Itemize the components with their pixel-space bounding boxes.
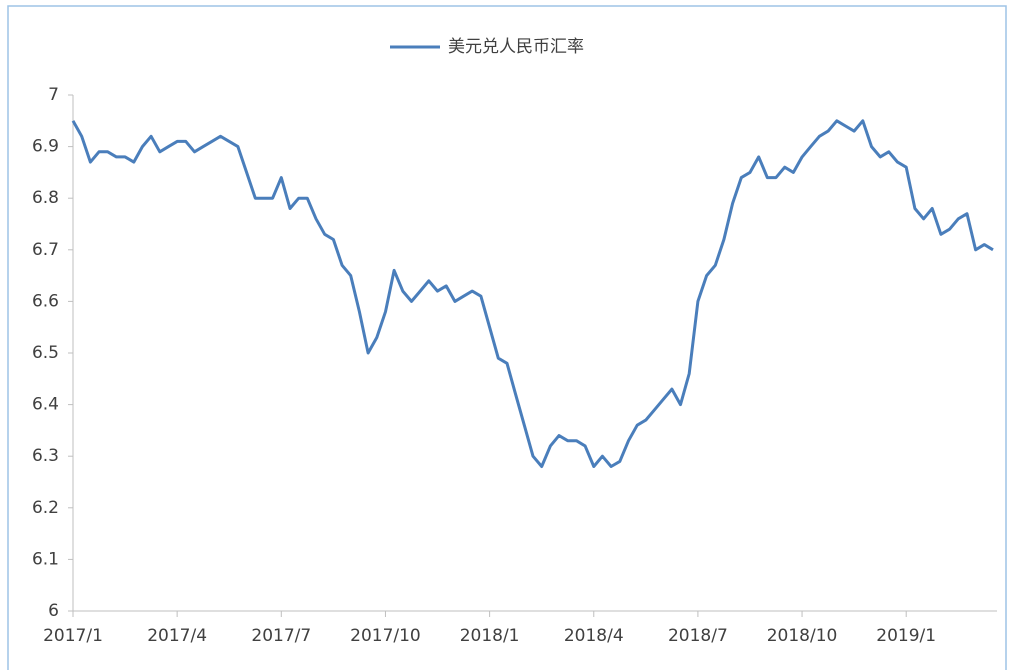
y-tick-label: 6.8	[32, 188, 59, 208]
y-tick-label: 6.1	[32, 549, 59, 569]
x-tick-label: 2017/10	[350, 626, 421, 646]
y-tick-label: 6.4	[32, 395, 59, 415]
x-tick-label: 2017/7	[251, 626, 311, 646]
chart-frame	[7, 5, 1007, 670]
x-tick-label: 2019/1	[876, 626, 936, 646]
y-tick-label: 6.6	[32, 291, 59, 311]
data-line	[71, 119, 994, 468]
y-tick-label: 6	[48, 601, 59, 621]
legend-label: 美元兑人民币汇率	[448, 37, 584, 57]
y-tick-label: 6.9	[32, 137, 59, 157]
x-tick-label: 2018/4	[564, 626, 624, 646]
x-tick-label: 2017/4	[147, 626, 207, 646]
y-tick-label: 7	[48, 85, 59, 105]
x-tick-label: 2018/7	[668, 626, 728, 646]
y-tick-label: 6.2	[32, 498, 59, 518]
x-tick-label: 2018/10	[767, 626, 838, 646]
x-tick-label: 2017/1	[43, 626, 103, 646]
y-tick-label: 6.5	[32, 343, 59, 363]
y-tick-label: 6.3	[32, 446, 59, 466]
y-tick-label: 6.7	[32, 240, 59, 260]
x-tick-label: 2018/1	[460, 626, 520, 646]
